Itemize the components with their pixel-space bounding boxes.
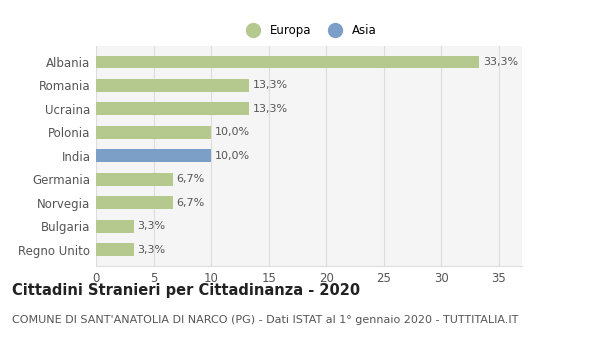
Text: 3,3%: 3,3% — [137, 245, 166, 254]
Text: 3,3%: 3,3% — [137, 221, 166, 231]
Bar — [96, 243, 134, 256]
Text: 10,0%: 10,0% — [215, 151, 250, 161]
Text: 6,7%: 6,7% — [176, 198, 205, 208]
Text: 13,3%: 13,3% — [253, 104, 288, 114]
Text: COMUNE DI SANT'ANATOLIA DI NARCO (PG) - Dati ISTAT al 1° gennaio 2020 - TUTTITAL: COMUNE DI SANT'ANATOLIA DI NARCO (PG) - … — [12, 315, 518, 325]
Bar — [96, 149, 211, 162]
Legend: Europa, Asia: Europa, Asia — [238, 21, 380, 41]
Text: 13,3%: 13,3% — [253, 80, 288, 90]
Text: 6,7%: 6,7% — [176, 174, 205, 184]
Bar — [96, 79, 249, 92]
Text: Cittadini Stranieri per Cittadinanza - 2020: Cittadini Stranieri per Cittadinanza - 2… — [12, 284, 360, 299]
Text: 33,3%: 33,3% — [483, 57, 518, 67]
Bar — [96, 56, 479, 68]
Bar — [96, 103, 249, 115]
Bar — [96, 173, 173, 186]
Text: 10,0%: 10,0% — [215, 127, 250, 137]
Bar — [96, 126, 211, 139]
Bar — [96, 220, 134, 232]
Bar — [96, 196, 173, 209]
